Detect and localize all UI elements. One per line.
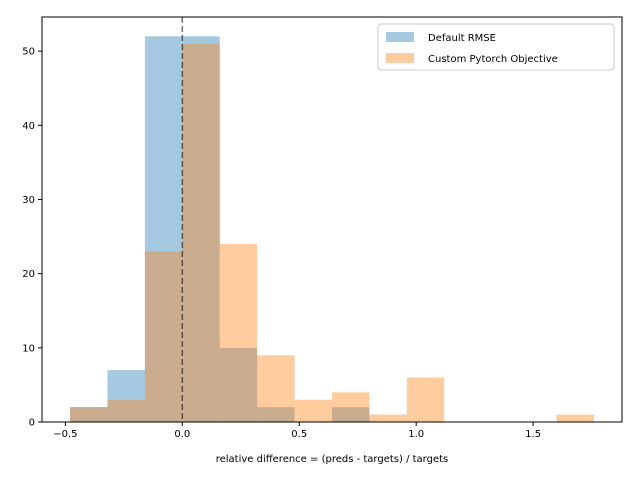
x-tick-label: 0.5 xyxy=(291,429,307,440)
bar-series-1-bin-7 xyxy=(332,392,370,422)
bar-series-0-bin-1 xyxy=(107,370,145,422)
bar-series-0-bin-3 xyxy=(182,36,220,423)
x-axis-label: relative difference = (preds - targets) … xyxy=(216,454,449,465)
y-tick-label: 20 xyxy=(22,269,35,280)
y-tick-label: 50 xyxy=(22,47,35,58)
x-tick-label: −0.5 xyxy=(53,429,77,440)
bar-series-0-bin-2 xyxy=(144,36,183,423)
bar-series-1-bin-9 xyxy=(406,377,445,422)
legend-swatch xyxy=(386,53,414,63)
y-tick-label: 30 xyxy=(22,195,35,206)
y-tick-label: 0 xyxy=(29,418,35,429)
x-tick-label: 0.0 xyxy=(174,429,190,440)
legend-label: Default RMSE xyxy=(428,33,496,44)
bar-series-1-bin-6 xyxy=(294,399,332,422)
x-axis-ticks: −0.5 0.0 0.5 1.0 1.5 xyxy=(53,422,541,440)
x-tick-label: 1.0 xyxy=(408,429,424,440)
bar-series-1-bin-2 xyxy=(144,251,183,422)
bar-series-0-bin-0 xyxy=(70,407,108,422)
bar-series-0-bin-4 xyxy=(219,347,258,422)
y-tick-label: 40 xyxy=(22,121,35,132)
y-axis-ticks: 0 10 20 30 40 50 xyxy=(22,47,42,429)
bars-layer xyxy=(70,36,594,423)
x-tick-label: 1.5 xyxy=(525,429,541,440)
legend-box xyxy=(377,23,615,71)
bar-series-1-bin-8 xyxy=(369,414,407,422)
bar-series-1-bin-13 xyxy=(556,414,594,422)
legend-label: Custom Pytorch Objective xyxy=(428,54,558,65)
bar-series-1-bin-0 xyxy=(70,407,108,422)
bar-series-0-bin-7 xyxy=(332,407,370,422)
bar-series-1-bin-3 xyxy=(182,43,220,422)
bar-series-1-bin-1 xyxy=(107,399,145,422)
bar-series-0-bin-5 xyxy=(257,407,295,422)
bar-series-1-bin-4 xyxy=(219,243,258,422)
axes-frame xyxy=(41,16,623,423)
legend: Default RMSE Custom Pytorch Objective xyxy=(377,23,615,71)
legend-swatch xyxy=(386,32,414,42)
y-tick-label: 10 xyxy=(22,343,35,354)
bar-series-1-bin-5 xyxy=(257,355,295,422)
